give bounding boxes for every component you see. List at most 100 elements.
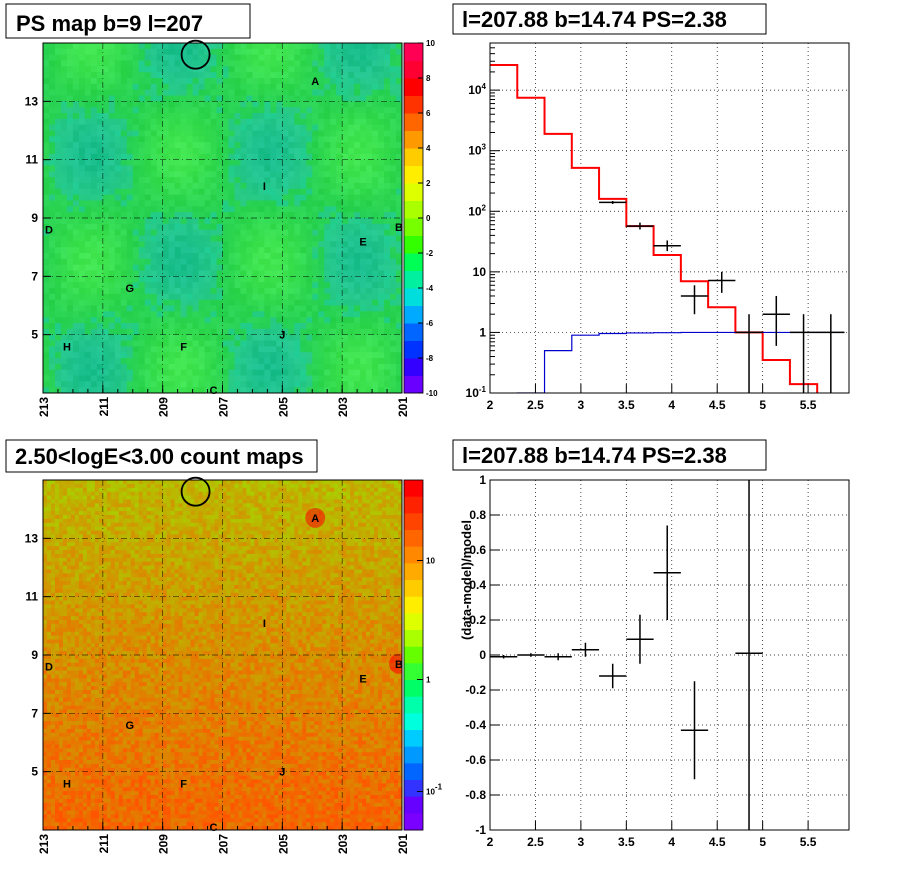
colorbar-band bbox=[404, 340, 423, 359]
x-tick-label: 203 bbox=[336, 834, 350, 854]
colorbar-band bbox=[404, 646, 423, 664]
x-tick-label: 4 bbox=[668, 398, 675, 412]
colorbar-band bbox=[404, 563, 423, 581]
source-label-c: C bbox=[210, 822, 218, 834]
spectrum-title-box bbox=[452, 3, 767, 35]
x-tick-label: 5.5 bbox=[800, 398, 817, 412]
y-tick-label: -0.8 bbox=[465, 788, 486, 802]
colorbar-band bbox=[404, 358, 423, 376]
residual-ticks: 2 2.5 3 3.5 4 4.5 5 5.5 1 0.8 0.6 0.4 0.2 0 -0.2 -0.4 -0… bbox=[465, 473, 816, 849]
ps-map-title-box bbox=[5, 3, 251, 39]
y-tick-label: 0.2 bbox=[469, 613, 486, 627]
total-model-histogram bbox=[490, 63, 819, 393]
colorbar-band bbox=[404, 270, 423, 289]
colorbar-band bbox=[404, 613, 423, 631]
x-tick-label: 3 bbox=[578, 398, 585, 412]
y-tick-label: 103 bbox=[468, 143, 486, 158]
colorbar-band bbox=[404, 200, 423, 219]
colorbar-band bbox=[404, 546, 423, 564]
colorbar-band bbox=[404, 663, 423, 681]
source-label-b: B bbox=[395, 659, 403, 671]
source-label-h: H bbox=[63, 341, 71, 353]
y-tick-label: 104 bbox=[468, 82, 486, 97]
source-label-c: C bbox=[210, 385, 218, 397]
source-label-f: F bbox=[180, 778, 187, 790]
count-map-title-box bbox=[5, 439, 318, 473]
colorbar-tick-label: -8 bbox=[426, 354, 434, 363]
colorbar-band bbox=[404, 165, 423, 184]
x-tick-label: 213 bbox=[37, 397, 51, 417]
colorbar-band bbox=[404, 235, 423, 254]
source-label-f: F bbox=[180, 341, 187, 353]
y-tick-label: 7 bbox=[31, 269, 38, 283]
y-tick-label: 9 bbox=[31, 211, 38, 225]
x-tick-label: 207 bbox=[217, 397, 231, 417]
spectrum-series bbox=[490, 63, 845, 393]
colorbar-band bbox=[404, 375, 423, 394]
source-label-b: B bbox=[395, 222, 403, 234]
colorbar-band bbox=[404, 596, 423, 614]
y-tick-label: 0.8 bbox=[469, 508, 486, 522]
colorbar-band bbox=[404, 60, 423, 79]
colorbar-band bbox=[404, 796, 423, 814]
target-circle bbox=[180, 476, 211, 507]
ps-map-cells bbox=[43, 43, 402, 393]
colorbar-tick-label: 10 bbox=[426, 557, 435, 566]
y-tick-label: 1 bbox=[479, 325, 486, 339]
colorbar-band bbox=[404, 513, 423, 531]
x-tick-label: 4 bbox=[668, 835, 675, 849]
colorbar-band bbox=[404, 183, 423, 201]
colorbar-band bbox=[404, 696, 423, 714]
colorbar-band bbox=[404, 580, 423, 598]
colorbar-band bbox=[404, 253, 423, 271]
colorbar-band bbox=[404, 746, 423, 764]
residual-ylabel: (data-model)/model bbox=[459, 520, 474, 640]
source-label-e: E bbox=[359, 236, 366, 248]
colorbar-band bbox=[404, 78, 423, 96]
residual-points bbox=[490, 480, 763, 830]
colorbar-band bbox=[404, 780, 423, 798]
x-tick-label: 4.5 bbox=[709, 398, 726, 412]
y-tick-label: -0.4 bbox=[465, 718, 486, 732]
spectrum-title: l=207.88 b=14.74 PS=2.38 bbox=[462, 7, 727, 32]
count-map-sources: A B C D E F G H I J bbox=[45, 476, 403, 834]
ps-map-colorbar: 10 8 6 4 2 0 -2 -4 -6 -8 -10 bbox=[403, 39, 438, 398]
colorbar-band bbox=[404, 323, 423, 341]
y-tick-label: 9 bbox=[31, 648, 38, 662]
x-tick-label: 209 bbox=[157, 397, 171, 417]
spectrum-frame bbox=[489, 42, 850, 394]
colorbar-band bbox=[404, 218, 423, 236]
count-map-cells bbox=[43, 480, 402, 830]
colorbar-band bbox=[404, 43, 423, 61]
source-label-g: G bbox=[125, 720, 134, 732]
colorbar-tick-label: -4 bbox=[426, 284, 434, 293]
x-tick-label: 5.5 bbox=[800, 835, 817, 849]
x-tick-label: 201 bbox=[396, 397, 410, 417]
colorbar-band bbox=[404, 148, 423, 166]
y-tick-label: 13 bbox=[25, 94, 39, 108]
y-tick-label: 5 bbox=[31, 765, 38, 779]
colorbar-band bbox=[404, 305, 423, 324]
residual-title: l=207.88 b=14.74 PS=2.38 bbox=[462, 443, 727, 468]
colorbar-band bbox=[404, 763, 423, 781]
count-map-ticks: 213 211 209 207 205 203 201 5 7 9 11 13 bbox=[25, 531, 410, 854]
colorbar-band bbox=[404, 95, 423, 114]
source-label-j: J bbox=[279, 767, 285, 779]
source-label-h: H bbox=[63, 778, 71, 790]
x-tick-label: 207 bbox=[217, 834, 231, 854]
x-tick-label: 2.5 bbox=[527, 835, 544, 849]
source-label-e: E bbox=[359, 673, 366, 685]
colorbar-tick-label: -6 bbox=[426, 319, 434, 328]
y-tick-label: -0.6 bbox=[465, 753, 486, 767]
colorbar-band bbox=[404, 713, 423, 731]
x-tick-label: 201 bbox=[396, 834, 410, 854]
source-label-a: A bbox=[311, 513, 319, 525]
y-tick-label: -0.2 bbox=[465, 683, 486, 697]
colorbar-tick-label: 8 bbox=[426, 74, 431, 83]
y-tick-label: 10 bbox=[473, 265, 487, 279]
colorbar-tick-label: -2 bbox=[426, 249, 434, 258]
colorbar-band bbox=[404, 630, 423, 648]
target-circle bbox=[180, 39, 211, 70]
y-tick-label: -1 bbox=[475, 823, 486, 837]
